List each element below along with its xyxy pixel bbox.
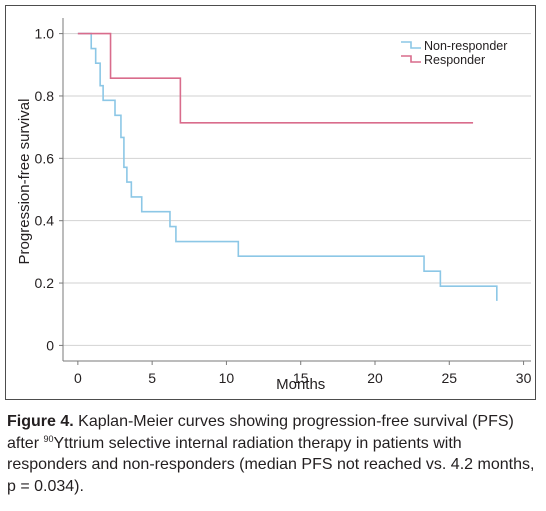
x-tick-label-5: 25 xyxy=(441,370,457,386)
y-tick-label-4: 0.8 xyxy=(35,88,55,104)
figure-caption: Figure 4. Kaplan-Meier curves showing pr… xyxy=(7,411,540,497)
series-layer xyxy=(77,32,498,301)
x-tick-label-4: 20 xyxy=(367,370,383,386)
legend-label-1: Responder xyxy=(424,53,485,67)
y-tick-label-1: 0.2 xyxy=(35,275,55,291)
axis-layer: 0 5 10 15 20 25 30 0 0.2 0.4 0.6 0.8 1.0 xyxy=(35,18,532,386)
legend-swatch-0 xyxy=(401,41,421,49)
y-tick-label-3: 0.6 xyxy=(35,150,55,166)
km-chart: 0 5 10 15 20 25 30 0 0.2 0.4 0.6 0.8 1.0 Non-respond… xyxy=(16,18,532,393)
x-tick-label-6: 30 xyxy=(516,370,532,386)
x-tick-label-3: 15 xyxy=(293,370,309,386)
y-axis-title: Progression-free survival xyxy=(16,99,33,265)
caption-text-2: Yttrium selective internal radiation the… xyxy=(7,434,535,495)
y-tick-label-2: 0.4 xyxy=(35,213,55,229)
y-tick-label-5: 1.0 xyxy=(35,26,55,42)
legend-label-0: Non-responder xyxy=(424,39,507,53)
legend-swatch-1 xyxy=(401,55,421,63)
caption-text-1: Kaplan-Meier curves showing progression-… xyxy=(7,413,514,452)
caption-superscript: 90 xyxy=(43,433,54,444)
caption-label: Figure 4. xyxy=(7,413,74,430)
series-1-line xyxy=(77,32,474,124)
grid-layer xyxy=(63,33,531,346)
x-axis-title: Months xyxy=(276,376,325,393)
x-tick-label-0: 0 xyxy=(74,370,82,386)
x-tick-label-2: 10 xyxy=(219,370,235,386)
figure-frame: 0 5 10 15 20 25 30 0 0.2 0.4 0.6 0.8 1.0 Non-respond… xyxy=(5,5,536,400)
x-tick-label-1: 5 xyxy=(148,370,156,386)
y-tick-label-0: 0 xyxy=(46,337,54,353)
series-0-line xyxy=(77,32,498,301)
